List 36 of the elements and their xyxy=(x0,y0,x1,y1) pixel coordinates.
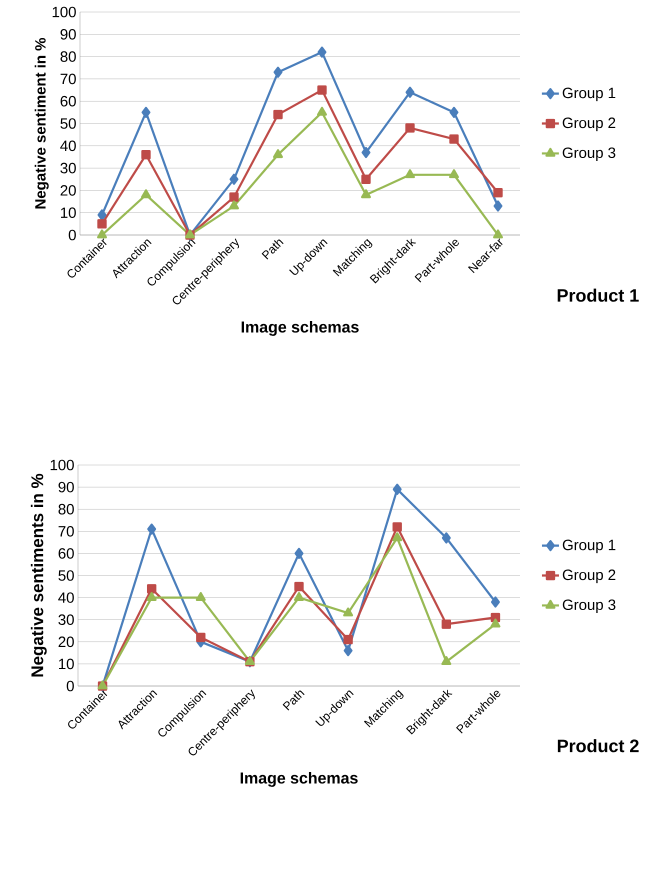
legend-label: Group 3 xyxy=(562,147,616,161)
y-tick-label: 20 xyxy=(60,185,76,196)
x-axis-title: Image schemas xyxy=(240,772,358,787)
y-tick-label: 30 xyxy=(58,614,74,625)
y-tick-label: 10 xyxy=(61,207,76,218)
text: Product 1 xyxy=(558,288,639,302)
y-tick-label: 10 xyxy=(59,658,74,670)
y-tick-label: 0 xyxy=(68,230,76,240)
y-tick-label: 70 xyxy=(60,74,76,84)
x-axis-title: Image schemas xyxy=(242,320,359,336)
y-tick-label: 90 xyxy=(60,29,76,40)
legend-label: Group 3 xyxy=(562,599,616,613)
x-tick-label: Path xyxy=(282,690,305,711)
legend-label: Group 1 xyxy=(562,88,616,102)
y-tick-label: 60 xyxy=(60,96,76,106)
legend-label: Group 2 xyxy=(562,570,616,584)
y-tick-label: 80 xyxy=(58,504,74,514)
y-tick-label: 20 xyxy=(58,636,74,648)
y-tick-label: 80 xyxy=(60,51,76,62)
y-tick-label: 40 xyxy=(60,140,76,152)
y-tick-label: 100 xyxy=(50,460,74,470)
x-tick-label: Path xyxy=(262,240,284,260)
y-tick-label: 100 xyxy=(52,6,76,18)
y-tick-label: 40 xyxy=(58,592,74,603)
y-tick-label: 70 xyxy=(58,526,74,537)
y-tick-label: 50 xyxy=(60,118,76,129)
legend-label: Group 1 xyxy=(562,540,616,554)
y-axis-title: Negative sentiments in % xyxy=(30,474,47,676)
legend-label: Group 2 xyxy=(562,118,616,132)
y-tick-label: 0 xyxy=(66,680,74,692)
y-tick-label: 30 xyxy=(60,162,76,174)
y-tick-label: 90 xyxy=(58,482,74,492)
y-tick-label: 60 xyxy=(58,548,74,559)
y-axis-title: Negative sentiment in % xyxy=(34,38,49,208)
y-tick-label: 50 xyxy=(58,570,74,581)
text: Product 2 xyxy=(558,739,639,752)
